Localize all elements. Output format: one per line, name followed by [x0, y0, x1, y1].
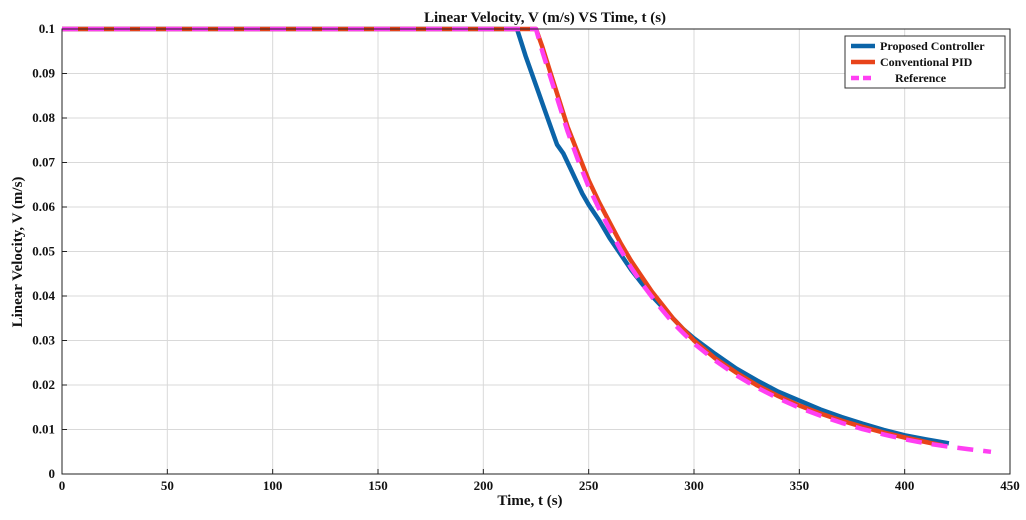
- grid-lines: [61, 28, 1011, 475]
- x-tick-label: 200: [474, 478, 494, 493]
- x-tick-label: 350: [790, 478, 810, 493]
- legend-label: Proposed Controller: [880, 39, 985, 53]
- x-tick-label: 50: [161, 478, 174, 493]
- x-tick-label: 400: [895, 478, 915, 493]
- x-tick-label: 250: [579, 478, 599, 493]
- series-line-reference: [62, 26, 992, 455]
- y-tick-label: 0.09: [32, 66, 55, 81]
- y-tick-label: 0.04: [32, 288, 55, 303]
- y-tick-label: 0.07: [32, 155, 55, 170]
- axis-ticks: 0 50 100 150 200 250 300 350 400 450 0 0.01 0.02 0.03…: [32, 21, 1020, 493]
- x-tick-label: 300: [684, 478, 704, 493]
- x-axis-label: Time, t (s): [497, 493, 562, 509]
- y-tick-label: 0.08: [32, 110, 55, 125]
- y-axis-label: Linear Velocity, V (m/s): [10, 177, 26, 328]
- y-tick-label: 0.1: [39, 21, 55, 36]
- y-tick-label: 0.03: [32, 333, 55, 348]
- series-line-proposed-controller: [62, 26, 950, 446]
- series-lines: [62, 26, 992, 455]
- y-tick-label: 0.01: [32, 422, 55, 437]
- x-tick-label: 100: [263, 478, 283, 493]
- y-tick-label: 0: [49, 466, 56, 481]
- y-tick-label: 0.06: [32, 199, 55, 214]
- series-line-conventional-pid: [62, 26, 944, 448]
- legend-label: Conventional PID: [880, 55, 973, 69]
- y-tick-label: 0.02: [32, 377, 55, 392]
- x-tick-label: 0: [59, 478, 66, 493]
- legend-label: Reference: [895, 71, 947, 85]
- x-tick-label: 450: [1000, 478, 1020, 493]
- x-tick-label: 150: [368, 478, 388, 493]
- chart-title: Linear Velocity, V (m/s) VS Time, t (s): [424, 10, 666, 26]
- y-tick-label: 0.05: [32, 244, 55, 259]
- legend: Proposed Controller Conventional PID Refer…: [844, 35, 1006, 89]
